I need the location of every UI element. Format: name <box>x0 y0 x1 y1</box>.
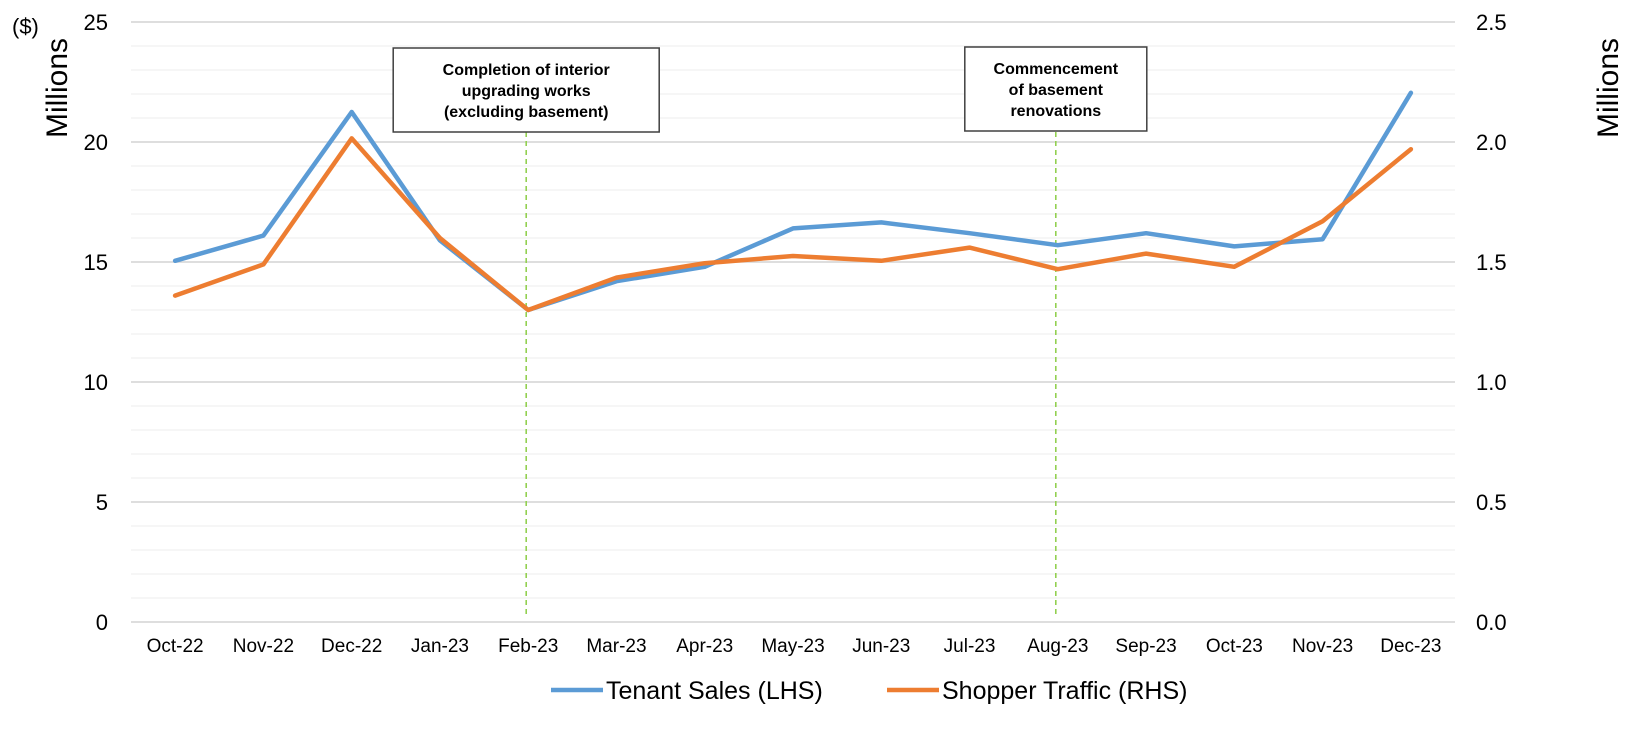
annotation-text: of basement <box>1009 82 1104 99</box>
x-axis-tick-label: Mar-23 <box>586 636 646 657</box>
annotation-box <box>964 46 1148 132</box>
x-axis-tick-label: Jul-23 <box>944 636 996 657</box>
right-axis-tick-label: 0.5 <box>1476 490 1507 515</box>
x-axis-tick-label: Dec-23 <box>1380 636 1441 657</box>
annotation-text: Commencement <box>994 61 1119 78</box>
right-axis-tick-label: 2.0 <box>1476 130 1507 155</box>
x-axis-tick-label: Apr-23 <box>676 636 733 657</box>
x-axis-tick-label: Feb-23 <box>498 636 558 657</box>
left-axis-tick-label: 0 <box>96 610 108 635</box>
annotation-lines <box>525 132 1057 617</box>
right-axis-unit-label: Millions <box>1592 38 1625 138</box>
x-axis-tick-label: Dec-22 <box>321 636 382 657</box>
right-axis-tick-label: 2.5 <box>1476 10 1507 35</box>
series-line <box>172 90 1414 313</box>
x-axis-tick-label: Sep-23 <box>1115 636 1176 657</box>
left-axis-tick-label: 25 <box>84 10 108 35</box>
left-axis: 0 5 10 15 20 25 <box>84 10 108 635</box>
x-axis-tick-label: May-23 <box>761 636 824 657</box>
x-axis-tick-label: Jun-23 <box>852 636 910 657</box>
gridlines <box>131 21 1455 623</box>
right-axis-tick-label: 0.0 <box>1476 610 1507 635</box>
series-lines <box>172 90 1414 313</box>
right-axis-tick-label: 1.0 <box>1476 370 1507 395</box>
annotation-text: upgrading works <box>462 83 591 100</box>
annotation-text: renovations <box>1010 103 1101 120</box>
left-axis-tick-label: 5 <box>96 490 108 515</box>
x-axis-tick-label: Aug-23 <box>1027 636 1088 657</box>
right-axis-tick-label: 1.5 <box>1476 250 1507 275</box>
x-axis-tick-label: Jan-23 <box>411 636 469 657</box>
x-axis-tick-label: Oct-22 <box>147 636 204 657</box>
annotation-box <box>392 47 660 133</box>
series-line <box>172 136 1414 313</box>
left-axis-tick-label: 10 <box>84 370 108 395</box>
legend: Tenant Sales (LHS) Shopper Traffic (RHS) <box>551 677 1187 705</box>
x-axis-tick-label: Oct-23 <box>1206 636 1263 657</box>
x-axis-tick-label: Nov-23 <box>1292 636 1353 657</box>
x-axis-tick-label: Nov-22 <box>233 636 294 657</box>
x-axis: Oct-22 Nov-22 Dec-22 Jan-23 Feb-23 Mar-23 Apr-… <box>147 636 1442 657</box>
annotations: Completion of interior upgrading works (ex… <box>392 46 1148 133</box>
left-axis-currency-label: ($) <box>12 14 39 39</box>
legend-label: Tenant Sales (LHS) <box>606 677 823 705</box>
annotation-text: (excluding basement) <box>444 104 608 121</box>
right-axis: 0.0 0.5 1.0 1.5 2.0 2.5 <box>1476 10 1507 635</box>
left-axis-tick-label: 20 <box>84 130 108 155</box>
left-axis-tick-label: 15 <box>84 250 108 275</box>
legend-label: Shopper Traffic (RHS) <box>942 677 1187 705</box>
annotation-text: Completion of interior <box>443 62 610 79</box>
left-axis-unit-label: Millions <box>41 38 74 138</box>
